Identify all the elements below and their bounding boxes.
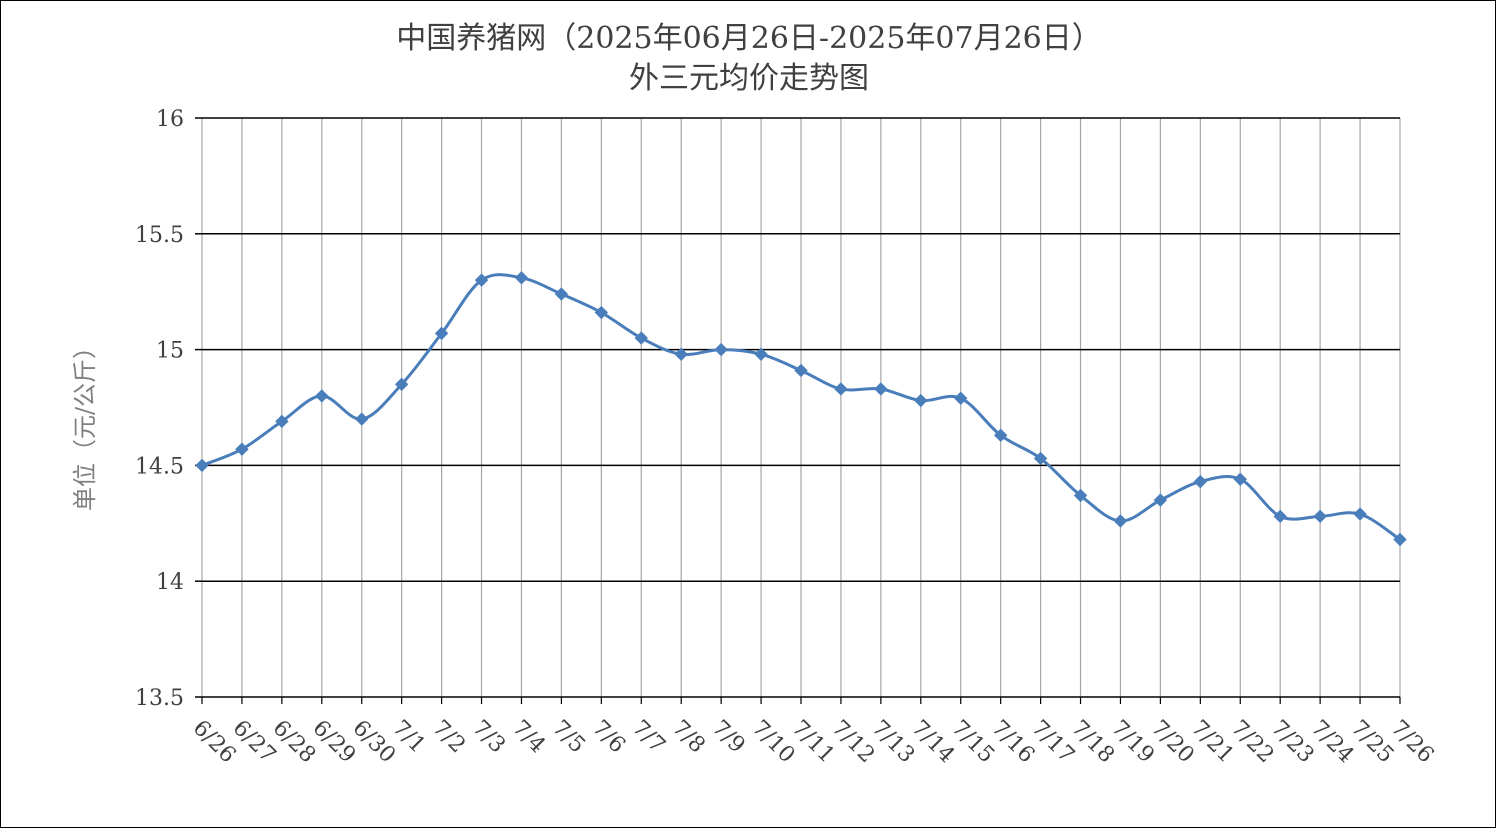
data-point-marker <box>394 377 409 392</box>
y-tick-label: 15.5 <box>135 223 184 248</box>
x-tick-label: 7/5 <box>547 716 590 759</box>
x-tick-label: 7/23 <box>1266 716 1319 769</box>
chart-title: 中国养猪网（2025年06月26日-2025年07月26日） <box>396 21 1102 56</box>
y-tick-label: 14 <box>156 570 184 595</box>
x-tick-label: 7/6 <box>587 716 630 759</box>
x-tick-label: 7/7 <box>627 716 670 759</box>
data-point-marker <box>1033 451 1048 466</box>
data-point-marker <box>275 414 289 429</box>
x-tick-label: 7/8 <box>667 716 710 759</box>
x-tick-label: 7/10 <box>747 716 800 769</box>
x-tick-label: 7/20 <box>1146 716 1199 769</box>
x-tick-label: 7/26 <box>1386 716 1439 769</box>
data-point-marker <box>474 273 489 287</box>
x-tick-label: 7/22 <box>1226 716 1279 769</box>
x-tick-label: 7/21 <box>1186 716 1239 769</box>
x-tick-label: 6/27 <box>228 716 281 769</box>
series-layer <box>195 271 1407 547</box>
data-point-marker <box>1353 507 1367 521</box>
data-point-marker <box>514 271 529 285</box>
data-point-marker <box>1113 514 1128 528</box>
data-point-marker <box>1233 472 1247 487</box>
y-tick-label: 16 <box>156 107 184 132</box>
x-tick-label: 7/4 <box>507 716 550 759</box>
data-point-marker <box>754 347 768 361</box>
x-tick-label: 7/25 <box>1346 716 1399 769</box>
y-tick-label: 14.5 <box>135 454 184 479</box>
data-point-marker <box>874 382 888 396</box>
data-point-marker <box>1273 509 1287 524</box>
data-point-marker <box>794 363 808 378</box>
data-point-marker <box>195 458 209 473</box>
data-point-marker <box>1193 474 1208 489</box>
x-tick-label: 7/11 <box>787 716 840 769</box>
y-tick-label: 15 <box>156 339 184 364</box>
x-tick-label: 6/28 <box>268 716 321 769</box>
data-point-marker <box>1153 493 1168 507</box>
horizontal-gridlines <box>195 117 1400 698</box>
data-point-marker <box>1073 488 1088 503</box>
x-tick-label: 7/9 <box>707 716 750 759</box>
data-point-marker <box>674 347 688 361</box>
chart-subtitle: 外三元均价走势图 <box>629 61 869 96</box>
data-point-marker <box>355 412 369 426</box>
x-tick-label: 7/12 <box>827 716 880 769</box>
data-point-marker <box>1393 532 1407 547</box>
x-tick-label: 7/17 <box>1026 716 1079 769</box>
x-tick-label: 7/3 <box>467 716 510 759</box>
data-point-marker <box>834 382 848 396</box>
data-point-marker <box>235 442 249 456</box>
x-tick-label: 7/14 <box>907 716 960 769</box>
data-point-marker <box>594 305 609 320</box>
x-tick-label: 7/24 <box>1306 716 1359 769</box>
x-tick-label: 7/18 <box>1066 716 1119 769</box>
data-point-marker <box>914 393 928 408</box>
data-point-marker <box>434 326 449 341</box>
x-tick-label: 7/13 <box>867 716 920 769</box>
y-tick-labels: 13.5 14 14.5 15 15.5 16 <box>135 107 184 711</box>
data-point-marker <box>1313 509 1327 524</box>
x-tick-label: 7/15 <box>946 716 999 769</box>
x-tick-label: 6/26 <box>188 716 241 769</box>
x-tick-label: 7/19 <box>1106 716 1159 769</box>
data-point-marker <box>954 391 968 405</box>
data-point-marker <box>554 287 569 301</box>
x-tick-label: 6/30 <box>347 716 400 769</box>
y-tick-label: 13.5 <box>135 686 184 711</box>
x-tick-label: 6/29 <box>308 716 361 769</box>
data-point-marker <box>315 389 329 403</box>
data-point-marker <box>993 428 1008 442</box>
x-tick-label: 7/16 <box>986 716 1039 769</box>
vertical-gridlines <box>201 118 1401 697</box>
x-tick-label: 7/2 <box>427 716 470 759</box>
x-tick-labels: 6/266/276/286/296/307/17/27/37/47/57/67/… <box>188 697 1439 769</box>
data-point-marker <box>714 342 728 357</box>
data-point-marker <box>634 331 648 345</box>
y-axis-label: 单位（元/公斤） <box>71 335 99 511</box>
